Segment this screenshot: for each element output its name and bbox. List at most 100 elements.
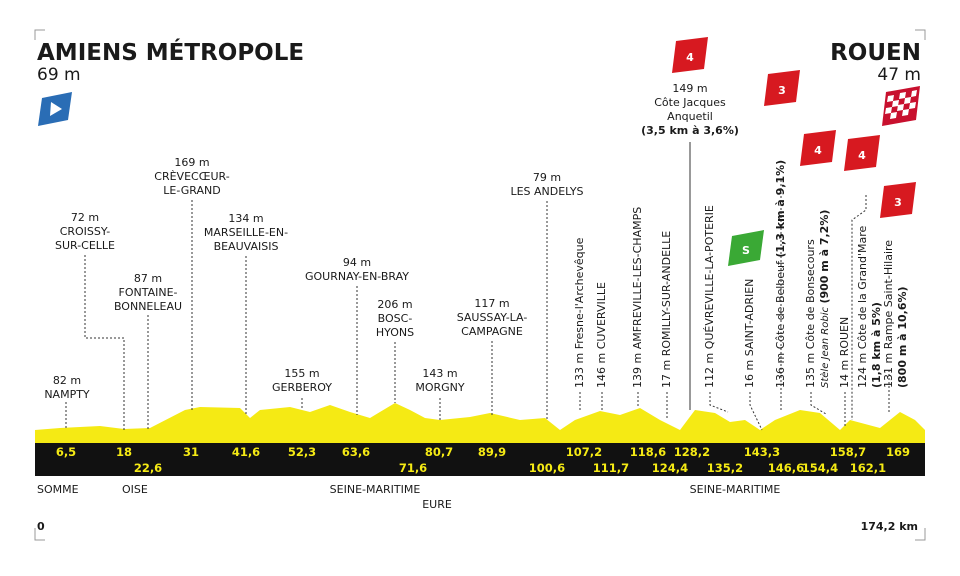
start-altitude: 69 m: [37, 65, 81, 85]
sprint-label: S: [742, 244, 750, 257]
km-marker: 80,7: [425, 445, 453, 459]
vertical-label-text: 146 m CUVERVILLE: [595, 282, 608, 388]
leader-line: [709, 392, 729, 413]
km-marker: 162,1: [850, 461, 886, 475]
point-label: HYONS: [376, 326, 414, 339]
vertical-label: 131 m Rampe Saint-Hilaire: [882, 240, 895, 388]
point-label: BONNELEAU: [114, 300, 182, 313]
vertical-label: Stèle Jean Robic (900 m à 7,2%): [818, 210, 831, 388]
vertical-label: 17 m ROMILLY-SUR-ANDELLE: [660, 231, 673, 388]
point-label: LE-GRAND: [163, 184, 220, 197]
vertical-label: (800 m à 10,6%): [896, 286, 909, 388]
km-marker: 71,6: [399, 461, 427, 475]
km-marker: 158,7: [830, 445, 866, 459]
region-label: SEINE-MARITIME: [690, 483, 781, 496]
climb-badge: [844, 135, 880, 171]
vertical-label-detail: (900 m à 7,2%): [818, 210, 831, 304]
point-label: BEAUVAISIS: [214, 240, 279, 253]
climb-label: Côte Jacques: [654, 96, 726, 109]
point-label: GOURNAY-EN-BRAY: [305, 270, 409, 283]
km-marker: 41,6: [232, 445, 260, 459]
km-marker: 100,6: [529, 461, 565, 475]
region-label: OISE: [122, 483, 148, 496]
frame-corners: [34, 29, 926, 541]
point-label: 143 m: [422, 367, 457, 380]
vertical-label: 136 m Côte de Belbeuf (1,3 km à 9,1%): [774, 160, 787, 388]
vertical-label-note: Stèle Jean Robic: [819, 307, 831, 388]
km-band: [35, 443, 925, 476]
finish-altitude: 47 m: [877, 65, 921, 85]
leader-line: [851, 195, 867, 420]
point-label: MARSEILLE-EN-: [204, 226, 288, 239]
km-marker: 18: [116, 445, 132, 459]
point-label: 87 m: [134, 272, 162, 285]
km-marker: 143,3: [744, 445, 780, 459]
vertical-label-detail: (1,8 km à 5%): [870, 302, 883, 388]
km-marker: 154,4: [802, 461, 838, 475]
point-label: FONTAINE-: [119, 286, 178, 299]
vertical-label: 124 m Côte de la Grand'Mare: [856, 225, 869, 388]
start-name: AMIENS MÉTROPOLE: [37, 38, 304, 66]
point-label: 134 m: [228, 212, 263, 225]
distance-start: 0: [37, 520, 45, 533]
point-label: SUR-CELLE: [55, 239, 115, 252]
vertical-label: 16 m SAINT-ADRIEN: [743, 279, 756, 388]
point-label: LES ANDELYS: [510, 185, 583, 198]
climb-category: 4: [686, 51, 694, 64]
vertical-label-text: 139 m AMFREVILLE-LES-CHAMPS: [631, 207, 644, 388]
vertical-label-text: 135 m Côte de Bonsecours: [804, 239, 817, 388]
km-marker: 146,6: [768, 461, 804, 475]
point-label: 72 m: [71, 211, 99, 224]
climb-badge: [764, 70, 800, 106]
point-label: SAUSSAY-LA-: [457, 311, 528, 324]
climb-badge: [800, 130, 836, 166]
vertical-label-text: 131 m Rampe Saint-Hilaire: [882, 240, 895, 388]
km-marker: 22,6: [134, 461, 162, 475]
point-label: 155 m: [284, 367, 319, 380]
km-marker: 63,6: [342, 445, 370, 459]
climb-category: 4: [814, 144, 822, 157]
point-label: CRÈVECŒUR-: [154, 170, 229, 183]
vertical-label-text: 112 m QUÉVREVILLE-LA-POTERIE: [703, 205, 716, 388]
vertical-label-text: 14 m ROUEN: [838, 317, 851, 388]
climb-label: Anquetil: [667, 110, 713, 123]
km-marker: 128,2: [674, 445, 710, 459]
sprint-badge: [728, 230, 764, 266]
km-marker: 135,2: [707, 461, 743, 475]
km-marker: 52,3: [288, 445, 316, 459]
vertical-label-text: 16 m SAINT-ADRIEN: [743, 279, 756, 388]
climb-badge: [672, 37, 708, 73]
vertical-label: 146 m CUVERVILLE: [595, 282, 608, 388]
start-flag-arrow: [50, 102, 62, 116]
finish-flag: [882, 86, 920, 126]
climb-category: 3: [778, 84, 786, 97]
vertical-label: 112 m QUÉVREVILLE-LA-POTERIE: [703, 205, 716, 388]
point-label: 169 m: [174, 156, 209, 169]
point-label: BOSC-: [378, 312, 413, 325]
leader-line: [749, 392, 763, 431]
distance-end: 174,2 km: [861, 520, 918, 533]
point-label: CAMPAGNE: [461, 325, 523, 338]
climb-detail: (3,5 km à 3,6%): [641, 124, 739, 137]
vertical-label-text: 124 m Côte de la Grand'Mare: [856, 225, 869, 388]
region-label: SOMME: [37, 483, 79, 496]
km-marker: 89,9: [478, 445, 506, 459]
finish-name: ROUEN: [830, 40, 921, 66]
point-label: 94 m: [343, 256, 371, 269]
point-label: MORGNY: [415, 381, 465, 394]
km-marker: 118,6: [630, 445, 666, 459]
vertical-label: 133 m Fresne-l'Archevêque: [573, 237, 586, 388]
point-label: GERBEROY: [272, 381, 332, 394]
km-marker: 107,2: [566, 445, 602, 459]
leader-line: [810, 392, 827, 415]
climb-label: 149 m: [672, 82, 707, 95]
region-label: EURE: [422, 498, 452, 511]
climb-category: 4: [858, 149, 866, 162]
point-label: CROISSY-: [60, 225, 111, 238]
km-marker: 124,4: [652, 461, 688, 475]
km-marker: 111,7: [593, 461, 629, 475]
point-label: 82 m: [53, 374, 81, 387]
vertical-label-text: 133 m Fresne-l'Archevêque: [573, 237, 586, 388]
point-label: 79 m: [533, 171, 561, 184]
